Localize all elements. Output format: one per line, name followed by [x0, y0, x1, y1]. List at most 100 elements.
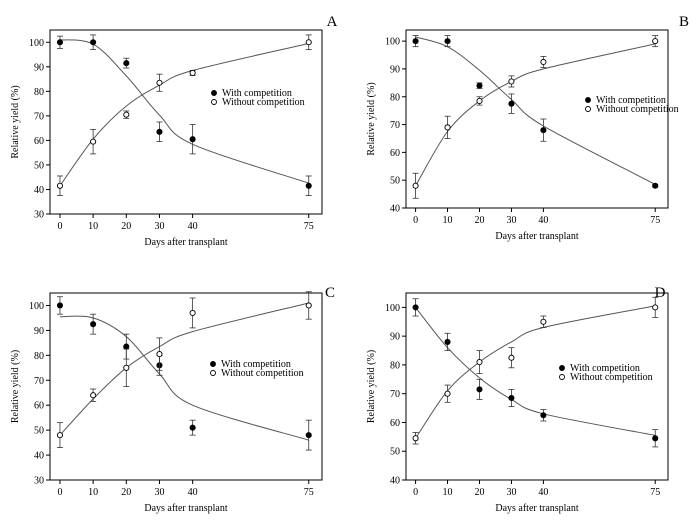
panel-c-series-with-competition-point: [56, 302, 64, 309]
panel-a-y-tick-label: 40: [34, 185, 44, 196]
panel-a-series-without-competition-point: [189, 69, 196, 76]
panel-c-letter: C: [325, 285, 335, 301]
panel-a-y-tick-label: 30: [34, 210, 44, 221]
panel-d-series-with-competition-point: [652, 435, 659, 442]
panel-a-series-with-competition-point: [305, 182, 312, 189]
panel-b-x-tick-label: 20: [474, 215, 484, 226]
panel-d-y-tick-label: 50: [390, 447, 400, 458]
panel-c-legend-marker: [210, 370, 216, 376]
panel-c-x-tick-label: 10: [88, 487, 98, 498]
panel-c-y-tick-label: 70: [34, 376, 44, 387]
panel-b-series-without-competition-point: [508, 78, 515, 85]
panel-c-series-without-competition-point: [90, 392, 97, 399]
panel-d-y-tick-label: 70: [390, 389, 400, 400]
panel-d-series-with-competition-point: [412, 304, 419, 311]
panel-d-series-with-competition-point: [444, 338, 451, 345]
panel-c-x-tick-label: 30: [154, 487, 164, 498]
panel-a-series-without-competition-fit-curve: [59, 43, 309, 187]
panel-a-legend-label: Without competition: [222, 97, 305, 108]
panel-d-legend-marker: [559, 365, 565, 371]
panel-c-frame: [49, 292, 323, 481]
panel-b-legend-label: With competition: [596, 95, 666, 106]
panel-c: C 30 40 50 60 70 80 90 100 0 10 20 30 40 75 Days after …: [10, 285, 335, 514]
panel-b-series-with-competition-point: [540, 127, 547, 134]
panel-d-x-tick-label: 10: [443, 487, 453, 498]
panel-b-x-axis-title: Days after transplant: [495, 231, 579, 242]
panel-a-legend-marker: [211, 90, 217, 96]
panel-a-y-tick-label: 60: [34, 136, 44, 147]
panel-a-legend-label: With competition: [222, 88, 292, 99]
panel-c-series-without-competition-point: [305, 302, 312, 309]
panel-b-series-with-competition-point: [652, 182, 659, 189]
panel-d-x-tick-label: 30: [506, 487, 516, 498]
panel-c-series-with-competition-point: [90, 321, 97, 328]
panel-a-y-axis-title: Relative yield (%): [10, 85, 21, 158]
panel-a-x-axis-title: Days after transplant: [144, 237, 228, 248]
panel-c-legend-label: Without competition: [221, 368, 304, 379]
panel-d-series-without-competition-point: [540, 318, 547, 325]
panel-a-series-with-competition: [56, 34, 312, 197]
panel-c-series-without-competition: [56, 291, 312, 448]
panel-c-y-tick-label: 50: [34, 426, 44, 437]
panel-b: B 40 50 60 70 80 90 100 0 10 20 30 40 75 Days after tr…: [366, 14, 689, 242]
panel-b-x-tick-label: 75: [650, 215, 660, 226]
panel-a-x-tick-label: 40: [188, 221, 198, 232]
panel-d-letter: D: [655, 285, 666, 301]
panel-c-legend-label: With competition: [221, 359, 291, 370]
panel-b-series-with-competition-point: [444, 38, 451, 45]
panel-a-series-without-competition: [56, 34, 312, 197]
panel-c-series-without-competition-point: [123, 364, 130, 371]
panel-d-legend-label: With competition: [570, 363, 640, 374]
panel-d-series-with-competition-point: [540, 412, 547, 419]
panel-a-x-tick-label: 75: [304, 221, 314, 232]
panel-b-x-tick-label: 0: [413, 215, 418, 226]
panel-c-y-tick-label: 60: [34, 401, 44, 412]
panel-d-series-without-competition-point: [412, 435, 419, 442]
panel-b-legend-marker: [585, 106, 591, 112]
panel-d-series-with-competition-point: [508, 394, 515, 402]
panel-c-series-with-competition-point: [305, 432, 312, 439]
panel-b-y-tick-label: 80: [390, 92, 400, 103]
panel-a-letter: A: [327, 14, 338, 30]
panel-c-y-tick-label: 90: [34, 326, 44, 337]
panel-d-y-tick-label: 80: [390, 360, 400, 371]
panel-b-series-without-competition-fit-curve: [415, 43, 656, 187]
panel-b-legend-marker: [585, 97, 591, 103]
panel-d: D 40 50 60 70 80 90 100 0 10 20 30 40 75 Days after tr…: [366, 285, 669, 514]
panel-d-series-without-competition-point: [476, 358, 483, 366]
panel-d-y-tick-label: 90: [390, 332, 400, 343]
panel-c-x-tick-label: 20: [121, 487, 131, 498]
panel-a-x-tick-label: 20: [121, 221, 131, 232]
panel-a: A 30 40 50 60 70 80 90 100 0 10 20 30 40 75 Days after …: [10, 14, 338, 248]
panel-b-x-tick-label: 10: [443, 215, 453, 226]
panel-b-letter: B: [679, 14, 689, 30]
panel-a-series-with-competition-point: [189, 136, 196, 143]
panel-b-series-without-competition-point: [476, 97, 483, 104]
panel-c-y-tick-label: 30: [34, 476, 44, 487]
panel-c-series-without-competition-point: [56, 432, 64, 439]
panel-b-y-tick-label: 90: [390, 64, 400, 75]
panel-a-legend-marker: [211, 99, 217, 105]
panel-c-series-with-competition-point: [123, 343, 130, 350]
panel-c-y-tick-label: 100: [29, 301, 44, 312]
panel-c-x-tick-label: 40: [188, 487, 198, 498]
panel-a-y-tick-label: 70: [34, 111, 44, 122]
panel-d-x-tick-label: 0: [413, 487, 418, 498]
panel-b-series-with-competition-point: [412, 38, 419, 45]
panel-b-series-without-competition-point: [652, 38, 659, 45]
panel-b-y-tick-label: 100: [385, 37, 400, 48]
panel-d-y-tick-label: 40: [390, 476, 400, 487]
panel-b-series-with-competition-point: [476, 82, 483, 89]
panel-b-series-without-competition: [412, 35, 659, 199]
panel-d-y-axis-title: Relative yield (%): [366, 350, 377, 423]
panel-c-series-without-competition-point: [156, 351, 163, 358]
panel-b-legend-label: Without competition: [596, 104, 679, 115]
panel-a-y-tick-label: 80: [34, 87, 44, 98]
panel-a-y-tick-label: 90: [34, 62, 44, 73]
panel-b-y-tick-label: 50: [390, 176, 400, 187]
panel-d-series-without-competition-point: [444, 390, 451, 397]
panel-b-series-with-competition-point: [508, 100, 515, 107]
panel-a-series-with-competition-point: [56, 39, 64, 46]
panel-b-x-tick-label: 30: [506, 215, 516, 226]
panel-d-series-with-competition: [412, 298, 659, 448]
